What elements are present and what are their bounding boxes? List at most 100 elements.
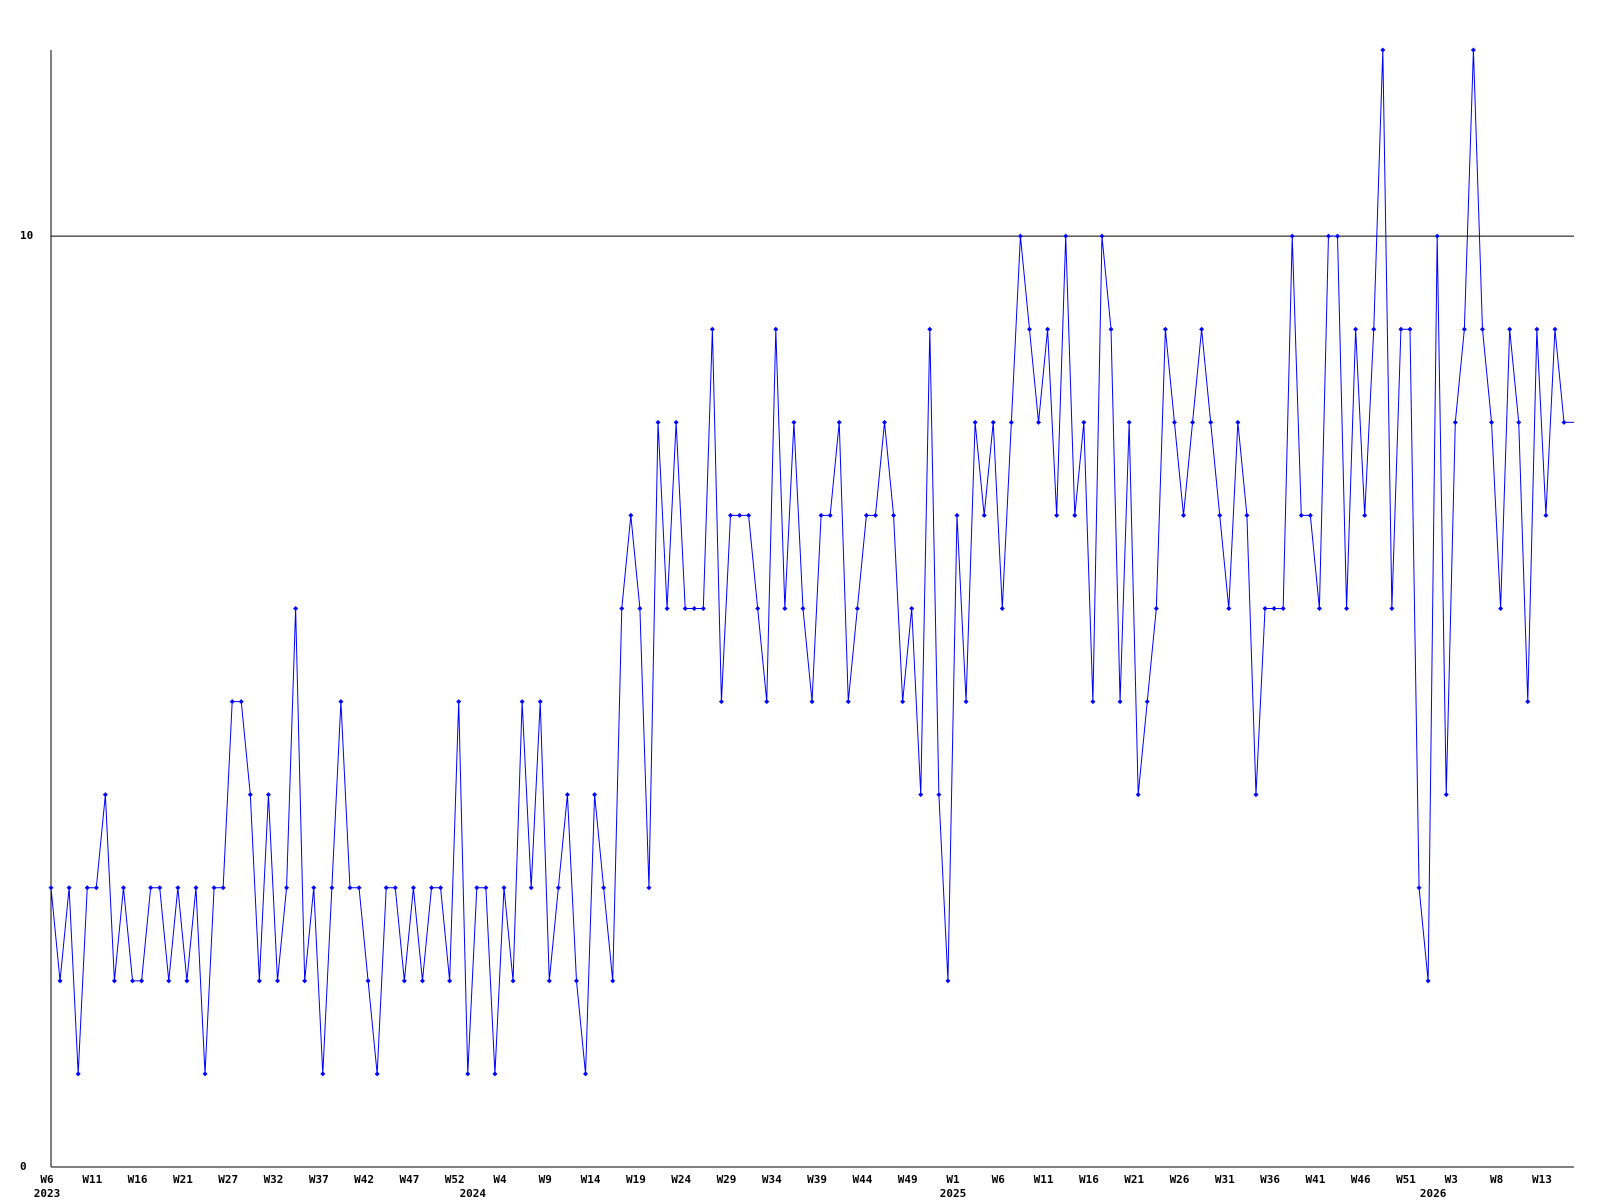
data-point: [456, 699, 462, 705]
data-point: [1144, 699, 1150, 705]
data-point: [818, 512, 824, 518]
x-tick-label: W51: [1396, 1173, 1416, 1186]
x-tick-label: W1: [946, 1173, 960, 1186]
data-point: [1135, 792, 1141, 798]
data-point: [1534, 326, 1540, 332]
data-point: [1344, 606, 1350, 611]
data-point: [1325, 233, 1331, 239]
data-point: [356, 885, 362, 891]
x-tick-label: W16: [128, 1173, 148, 1186]
data-point: [84, 885, 90, 891]
data-point: [157, 885, 163, 891]
data-point: [1235, 419, 1241, 425]
data-point: [492, 1071, 498, 1077]
data-point: [1090, 699, 1096, 705]
data-point: [900, 699, 906, 705]
x-tick-label: W32: [264, 1173, 284, 1186]
data-point: [265, 792, 271, 798]
data-point: [1244, 512, 1250, 518]
data-point: [963, 699, 969, 705]
x-tick-label: W3: [1445, 1173, 1458, 1186]
data-point: [392, 885, 398, 891]
data-point: [211, 885, 217, 891]
data-point: [972, 419, 978, 425]
data-point: [619, 606, 625, 611]
data-point: [1443, 792, 1449, 798]
data-point: [1371, 326, 1377, 332]
data-point: [483, 885, 489, 891]
data-point: [1316, 606, 1322, 611]
x-year-label: 2025: [940, 1187, 967, 1200]
data-point: [700, 606, 706, 611]
data-point: [583, 1071, 589, 1077]
data-point: [1561, 419, 1567, 425]
data-point: [845, 699, 851, 705]
data-point: [293, 606, 299, 611]
x-tick-label: W27: [218, 1173, 238, 1186]
data-point: [1253, 792, 1259, 798]
data-point: [1072, 512, 1078, 518]
data-point: [1525, 699, 1531, 705]
data-point: [755, 606, 761, 611]
data-point: [1298, 512, 1304, 518]
x-tick-label: W13: [1532, 1173, 1552, 1186]
data-point: [374, 1071, 380, 1077]
x-tick-label: W47: [399, 1173, 419, 1186]
data-point: [1389, 606, 1395, 611]
data-point: [954, 512, 960, 518]
data-point: [1543, 512, 1549, 518]
data-point: [256, 978, 262, 984]
x-tick-label: W16: [1079, 1173, 1099, 1186]
x-tick-label: W24: [671, 1173, 691, 1186]
x-tick-label: W46: [1351, 1173, 1371, 1186]
data-line: [50, 49, 1565, 1074]
data-point: [1017, 233, 1023, 239]
data-point: [75, 1071, 81, 1077]
data-point: [1054, 512, 1060, 518]
x-tick-label: W34: [762, 1173, 782, 1186]
data-point: [347, 885, 353, 891]
data-point: [302, 978, 308, 984]
data-point: [691, 606, 697, 611]
data-point: [1226, 606, 1232, 611]
x-tick-label: W19: [626, 1173, 646, 1186]
x-tick-label: W52: [445, 1173, 465, 1186]
data-point: [1434, 233, 1440, 239]
x-tick-label: W21: [173, 1173, 193, 1186]
data-point: [338, 699, 344, 705]
data-point: [1036, 419, 1042, 425]
data-point: [891, 512, 897, 518]
data-point: [1461, 326, 1467, 332]
y-tick-label: 10: [20, 229, 33, 242]
data-point: [93, 885, 99, 891]
data-point: [628, 512, 634, 518]
data-point: [537, 699, 543, 705]
x-tick-label: W42: [354, 1173, 374, 1186]
x-tick-label: W49: [898, 1173, 918, 1186]
data-point: [764, 699, 770, 705]
data-point: [999, 606, 1005, 611]
data-point: [592, 792, 598, 798]
data-point: [573, 978, 579, 984]
data-point: [1507, 326, 1513, 332]
x-tick-label: W9: [539, 1173, 552, 1186]
data-point: [510, 978, 516, 984]
data-point: [102, 792, 108, 798]
data-point: [329, 885, 335, 891]
data-point: [130, 978, 136, 984]
data-point: [1425, 978, 1431, 984]
data-point: [1516, 419, 1522, 425]
data-point: [1208, 419, 1214, 425]
x-tick-label: W6: [992, 1173, 1006, 1186]
data-point: [320, 1071, 326, 1077]
data-point: [555, 885, 561, 891]
data-point: [945, 978, 951, 984]
data-point: [773, 326, 779, 332]
x-tick-label: W21: [1124, 1173, 1144, 1186]
data-point: [519, 699, 525, 705]
data-point: [1353, 326, 1359, 332]
data-point: [284, 885, 290, 891]
data-point: [202, 1071, 208, 1077]
data-point: [238, 699, 244, 705]
